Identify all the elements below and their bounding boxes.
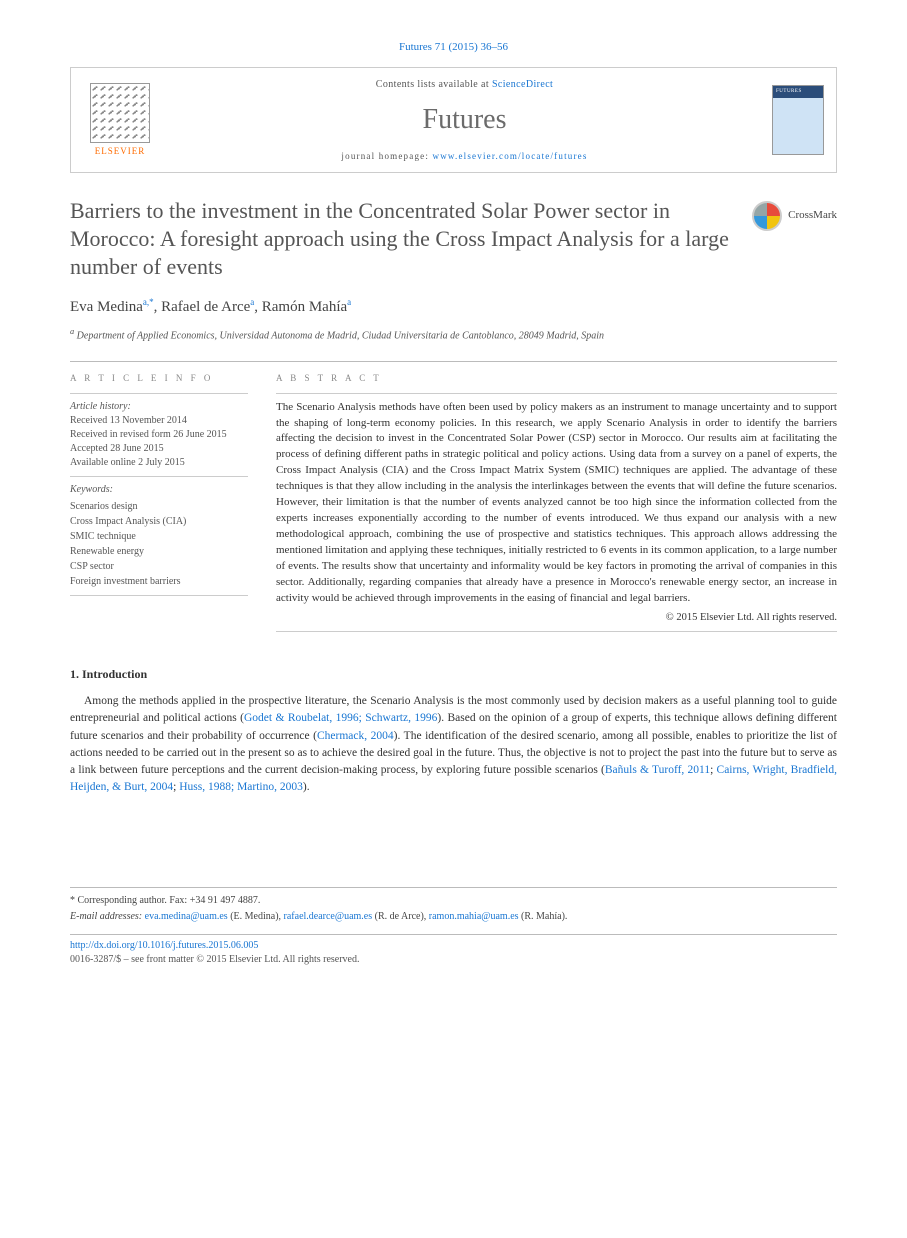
corresponding-author-note: * Corresponding author. Fax: +34 91 497 … xyxy=(70,894,837,908)
keyword: Scenarios design xyxy=(70,499,248,514)
keyword: Foreign investment barriers xyxy=(70,574,248,589)
crossmark-label: CrossMark xyxy=(788,208,837,223)
author: Eva Medinaa,* xyxy=(70,299,154,315)
citation-link[interactable]: Huss, 1988; Martino, 2003 xyxy=(179,781,303,793)
sciencedirect-link[interactable]: ScienceDirect xyxy=(492,79,553,90)
email-label: E-mail addresses: xyxy=(70,911,142,922)
citation-link[interactable]: Chermack, 2004 xyxy=(317,730,394,742)
citation-link[interactable]: Bañuls & Turoff, 2011 xyxy=(605,764,710,776)
article-info-heading: A R T I C L E I N F O xyxy=(70,372,248,385)
keyword: Cross Impact Analysis (CIA) xyxy=(70,514,248,529)
title-row: Barriers to the investment in the Concen… xyxy=(70,197,837,281)
footnotes: * Corresponding author. Fax: +34 91 497 … xyxy=(70,887,837,924)
intro-paragraph: Among the methods applied in the prospec… xyxy=(70,693,837,797)
article-info-column: A R T I C L E I N F O Article history: R… xyxy=(70,372,248,638)
keywords-label: Keywords: xyxy=(70,483,248,497)
thin-rule xyxy=(276,393,837,394)
contents-available-line: Contents lists available at ScienceDirec… xyxy=(171,78,758,92)
homepage-link[interactable]: www.elsevier.com/locate/futures xyxy=(433,151,588,161)
keyword: SMIC technique xyxy=(70,529,248,544)
abstract-heading: A B S T R A C T xyxy=(276,372,837,385)
author-aff-sup: a xyxy=(347,297,351,307)
citation-link[interactable]: Godet & Roubelat, 1996; Schwartz, 1996 xyxy=(244,712,437,724)
crossmark-badge-group[interactable]: CrossMark xyxy=(752,201,837,231)
info-abstract-row: A R T I C L E I N F O Article history: R… xyxy=(70,372,837,638)
history-item: Received 13 November 2014 xyxy=(70,414,248,428)
citation-link[interactable]: Futures 71 (2015) 36–56 xyxy=(399,41,508,53)
elsevier-logo: ELSEVIER xyxy=(83,83,157,158)
thin-rule xyxy=(276,631,837,632)
affiliation-sup: a xyxy=(70,327,74,336)
abstract-copyright: © 2015 Elsevier Ltd. All rights reserved… xyxy=(276,611,837,626)
email-who: (R. Mahía). xyxy=(519,911,568,922)
author: Ramón Mahíaa xyxy=(262,299,351,315)
journal-cover-thumb xyxy=(772,85,824,155)
divider xyxy=(70,361,837,362)
article-citation: Futures 71 (2015) 36–56 xyxy=(70,40,837,55)
intro-heading: 1. Introduction xyxy=(70,666,837,683)
homepage-prefix: journal homepage: xyxy=(341,151,432,161)
intro-text: ). xyxy=(303,781,310,793)
author-email[interactable]: rafael.dearce@uam.es xyxy=(284,911,373,922)
thin-rule xyxy=(70,393,248,394)
email-addresses-row: E-mail addresses: eva.medina@uam.es (E. … xyxy=(70,910,837,924)
author: Rafael de Arcea xyxy=(161,299,254,315)
journal-header-box: ELSEVIER Contents lists available at Sci… xyxy=(70,67,837,173)
history-item: Received in revised form 26 June 2015 xyxy=(70,428,248,442)
issn-line: 0016-3287/$ – see front matter © 2015 El… xyxy=(70,953,837,967)
doi-link[interactable]: http://dx.doi.org/10.1016/j.futures.2015… xyxy=(70,940,258,951)
contents-prefix: Contents lists available at xyxy=(376,79,492,90)
corresponding-marker: * xyxy=(149,297,154,307)
email-who: (R. de Arce), xyxy=(372,911,429,922)
history-item: Available online 2 July 2015 xyxy=(70,456,248,470)
article-history-label: Article history: xyxy=(70,400,248,414)
publisher-name: ELSEVIER xyxy=(83,145,157,158)
affiliation-text: Department of Applied Economics, Univers… xyxy=(77,330,604,341)
history-item: Accepted 28 June 2015 xyxy=(70,442,248,456)
article-title: Barriers to the investment in the Concen… xyxy=(70,197,734,281)
abstract-body: The Scenario Analysis methods have often… xyxy=(276,400,837,607)
header-center: Contents lists available at ScienceDirec… xyxy=(171,78,758,162)
elsevier-tree-icon xyxy=(90,83,150,143)
keywords-list: Scenarios design Cross Impact Analysis (… xyxy=(70,499,248,589)
footer-meta: http://dx.doi.org/10.1016/j.futures.2015… xyxy=(70,934,837,967)
keyword: CSP sector xyxy=(70,559,248,574)
author-email[interactable]: ramon.mahia@uam.es xyxy=(429,911,519,922)
thin-rule xyxy=(70,595,248,596)
thin-rule xyxy=(70,476,248,477)
author-aff-sup: a xyxy=(250,297,254,307)
author-email[interactable]: eva.medina@uam.es xyxy=(145,911,228,922)
crossmark-icon xyxy=(752,201,782,231)
homepage-line: journal homepage: www.elsevier.com/locat… xyxy=(171,150,758,163)
author-list: Eva Medinaa,*, Rafael de Arcea, Ramón Ma… xyxy=(70,296,837,318)
email-who: (E. Medina), xyxy=(228,911,284,922)
journal-name: Futures xyxy=(171,100,758,139)
abstract-column: A B S T R A C T The Scenario Analysis me… xyxy=(276,372,837,638)
keyword: Renewable energy xyxy=(70,544,248,559)
affiliation: a Department of Applied Economics, Unive… xyxy=(70,326,837,343)
